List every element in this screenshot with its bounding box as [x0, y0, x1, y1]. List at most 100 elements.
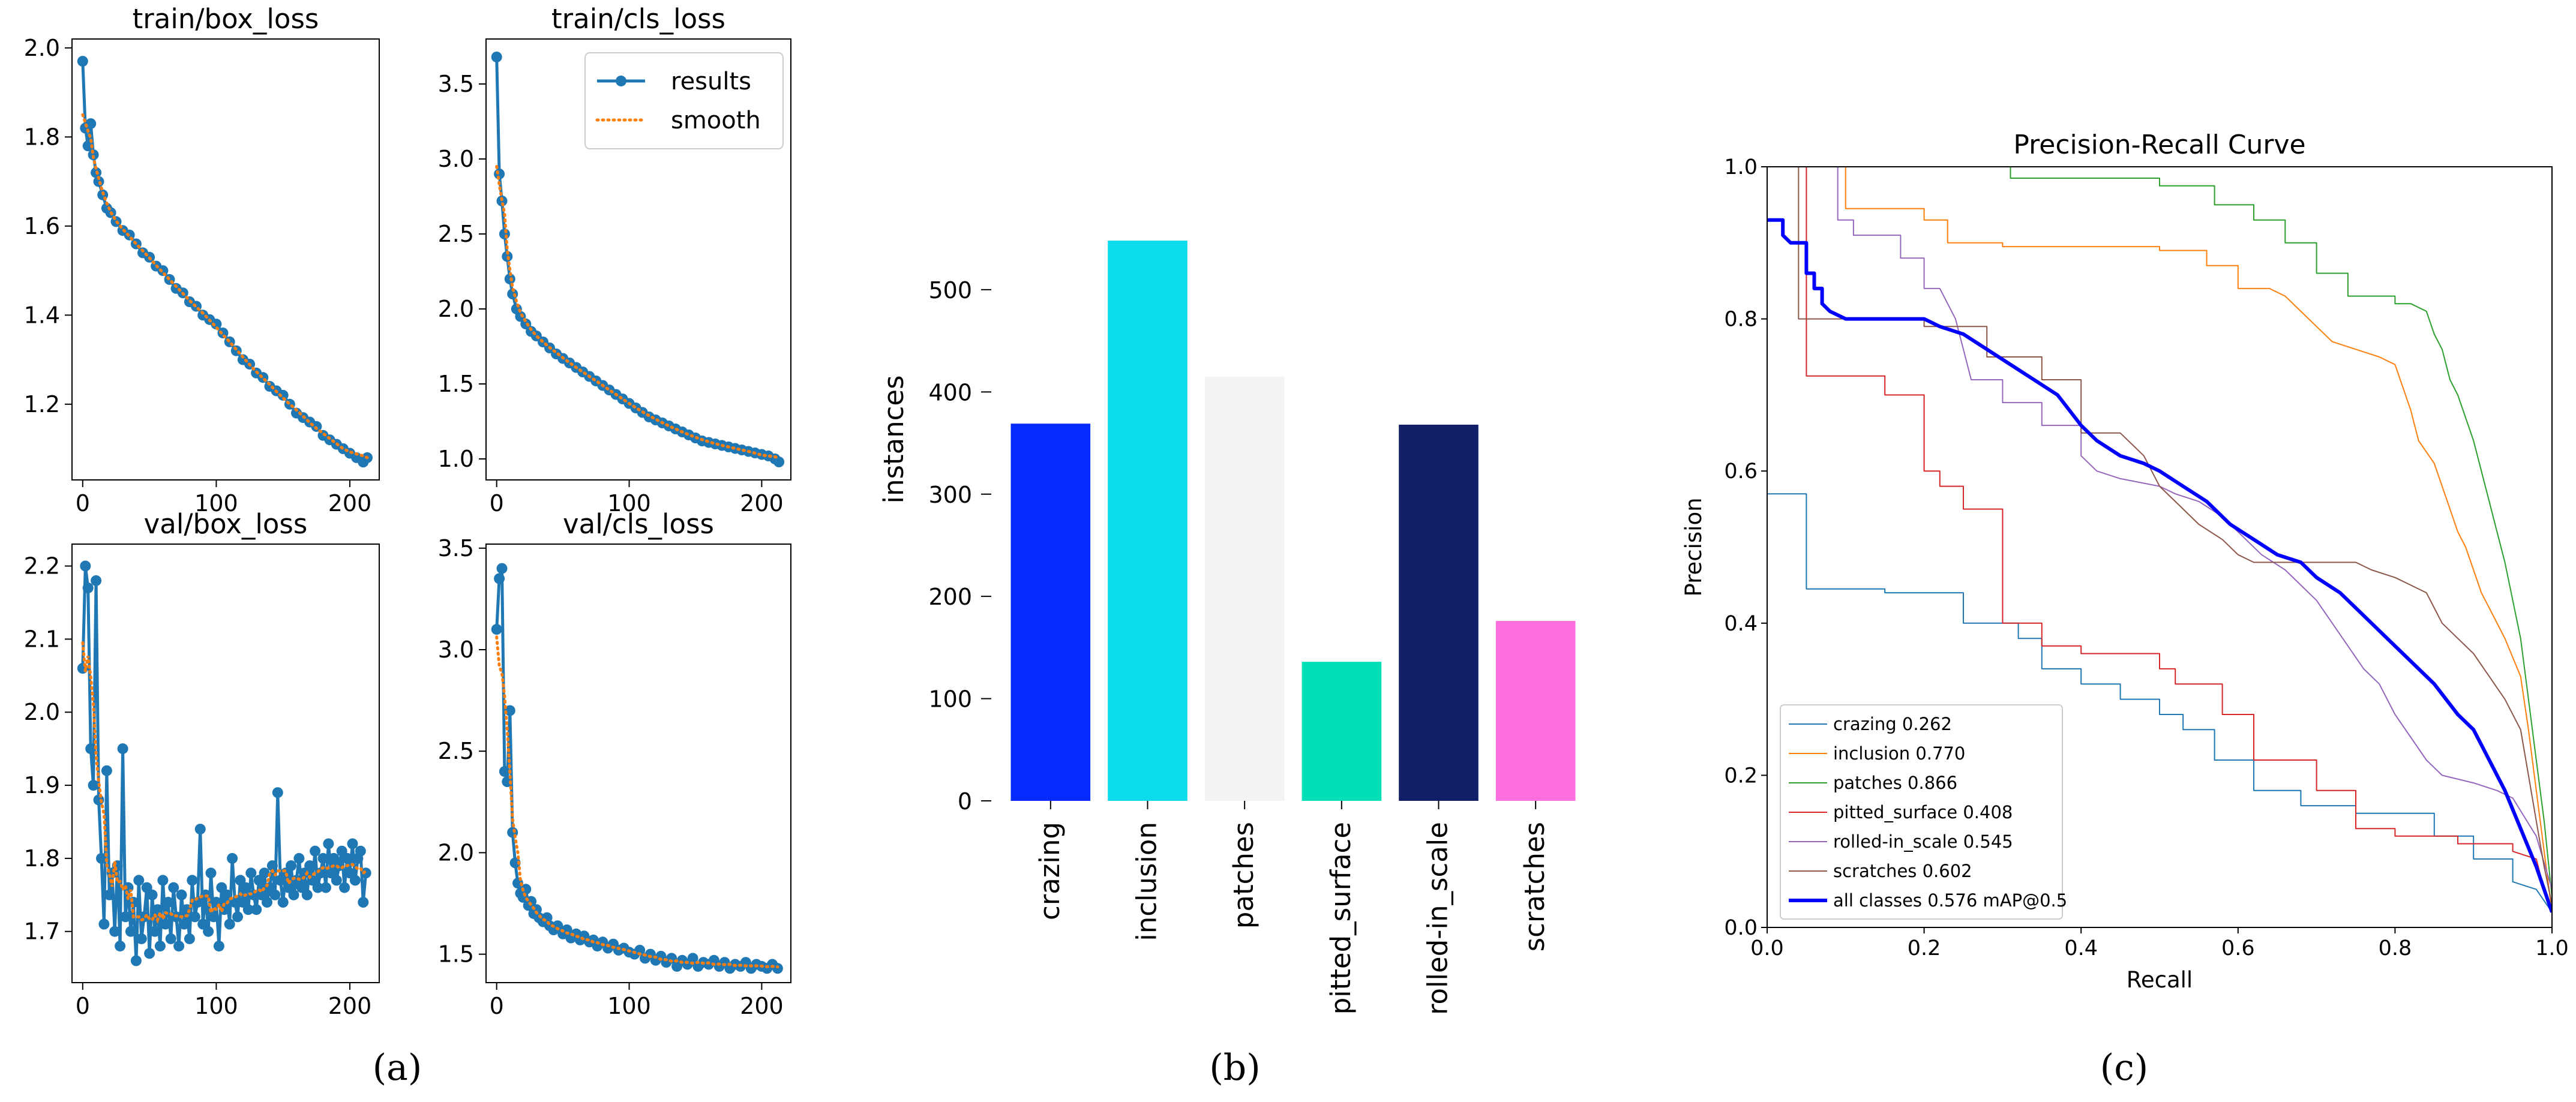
y-tick-label: 1.0: [1724, 155, 1758, 179]
results-point: [205, 867, 217, 879]
y-tick-label: 1.8: [24, 845, 60, 872]
results-point: [224, 918, 235, 930]
y-tick-label: 1.6: [24, 213, 60, 239]
subplot-title: val/box_loss: [144, 508, 308, 540]
results-point: [272, 787, 283, 798]
legend-box: [1780, 704, 2063, 920]
plot-frame: [71, 544, 380, 983]
y-tick-label: 400: [928, 379, 972, 406]
bar-pitted_surface: [1302, 662, 1382, 801]
smooth-line: [495, 165, 781, 460]
results-point: [146, 889, 158, 900]
results-point: [144, 948, 155, 959]
results-point: [491, 624, 502, 635]
subplot-val_cls: val/cls_loss 0 100 200 1.5 2.0 2.5 3.0 3.5: [438, 508, 791, 1019]
plot-frame: [485, 544, 791, 983]
results-point: [165, 933, 176, 944]
results-point: [360, 867, 371, 879]
chart-title: Precision-Recall Curve: [2013, 130, 2305, 160]
x-tick-label-pitted_surface: pitted_surface: [1325, 822, 1357, 1014]
x-tick-label-patches: patches: [1228, 822, 1259, 929]
results-point: [304, 860, 316, 872]
panel-b-instance-bar-chart: 0 100 200 300 400 500 instances crazing inclusio…: [878, 241, 1576, 1015]
results-point: [341, 852, 353, 864]
legend-results-label: results: [671, 68, 751, 95]
results-point: [88, 149, 99, 160]
results-point: [173, 941, 185, 952]
results-point: [179, 918, 190, 930]
pr-series-1: [1845, 167, 2552, 912]
results-point: [520, 319, 532, 329]
y-tick-label: 0: [958, 788, 972, 815]
plot-frame: [71, 38, 380, 481]
results-point: [194, 824, 206, 835]
y-tick-label: 2.2: [24, 553, 60, 579]
subplot-train_cls: train/cls_loss 0 100 200 1.0 1.5 2.0 2.5 3.0 3.5: [438, 3, 791, 517]
panel-c-precision-recall-chart: Precision-Recall Curve 0.00.0 0.2 0.2 0.4 0.4…: [1681, 130, 2569, 993]
results-point: [266, 860, 278, 872]
subplot-train_box: train/box_loss 0 100 200 1.2 1.4 1.6 1.8 2.0: [24, 3, 380, 517]
results-point: [117, 743, 128, 755]
results-point: [312, 882, 323, 893]
x-tick-label: 0: [76, 993, 90, 1019]
y-tick-label: 2.0: [24, 699, 60, 725]
results-point: [130, 955, 142, 966]
results-point: [499, 766, 510, 777]
x-tick-label: 100: [607, 993, 651, 1019]
results-point: [133, 875, 145, 886]
x-tick-label: 200: [740, 993, 784, 1019]
results-point: [634, 944, 646, 956]
x-tick-label-crazing: crazing: [1034, 822, 1066, 920]
y-axis-label: instances: [878, 375, 910, 503]
plot-frame: [485, 38, 791, 481]
results-point: [286, 860, 297, 872]
x-tick-label-inclusion: inclusion: [1131, 822, 1163, 941]
results-point: [257, 372, 269, 383]
x-tick-label: 100: [194, 993, 238, 1019]
y-tick-label: 1.4: [24, 302, 60, 328]
y-tick-label: 1.7: [24, 918, 60, 945]
results-point: [149, 926, 160, 937]
caption-b: (b): [1209, 1047, 1260, 1089]
results-point: [347, 838, 358, 849]
results-point: [109, 926, 121, 937]
results-point: [189, 911, 200, 923]
results-point: [310, 845, 321, 857]
y-tick-label: 2.5: [438, 738, 474, 764]
results-point: [315, 867, 326, 879]
legend-label-0: crazing 0.262: [1833, 714, 1952, 734]
y-tick-label: 2.5: [438, 221, 474, 247]
results-line: [81, 564, 368, 962]
results-point: [211, 897, 222, 908]
y-tick-label: 0.0: [1724, 916, 1758, 940]
results-point: [561, 924, 572, 935]
y-tick-label: 3.5: [438, 535, 474, 561]
results-point: [317, 852, 329, 864]
results-point: [320, 882, 331, 893]
bar-scratches: [1495, 621, 1576, 801]
y-tick-label: 1.8: [24, 124, 60, 150]
results-point: [358, 897, 369, 908]
x-tick-label-scratches: scratches: [1519, 822, 1551, 951]
x-tick-label: 100: [607, 490, 651, 517]
results-point: [301, 889, 313, 900]
pr-legend: crazing 0.262 inclusion 0.770 patches 0.86…: [1780, 704, 2067, 920]
results-point: [91, 575, 102, 586]
results-point: [168, 882, 179, 893]
pr-series-4: [1837, 167, 2552, 890]
y-tick-label: 2.0: [438, 296, 474, 322]
y-tick-label: 200: [928, 584, 972, 610]
results-point: [85, 118, 97, 130]
bar-inclusion: [1108, 241, 1187, 801]
results-point: [187, 875, 198, 886]
results-point: [115, 941, 126, 952]
legend-label-5: scratches 0.602: [1833, 861, 1972, 881]
results-point: [331, 875, 342, 886]
pr-series-3: [1806, 167, 2552, 912]
results-point: [98, 918, 110, 930]
y-axis-label: Precision: [1681, 497, 1707, 596]
results-point: [211, 319, 222, 330]
results-point: [154, 941, 166, 952]
bar-crazing: [1010, 424, 1091, 801]
